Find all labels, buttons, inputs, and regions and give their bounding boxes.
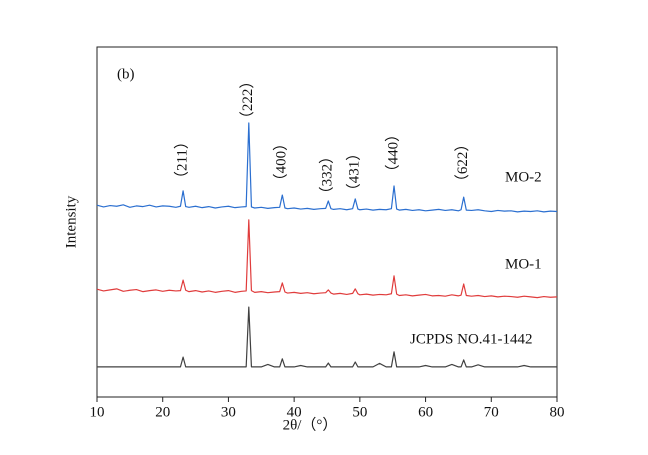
y-axis-label: Intensity <box>63 195 79 248</box>
x-tick-label: 10 <box>90 404 105 420</box>
peak-annotation: （431） <box>346 146 363 199</box>
series-label: JCPDS NO.41-1442 <box>410 331 533 347</box>
x-tick-label: 40 <box>287 404 302 420</box>
panel-label: (b) <box>117 66 135 82</box>
peak-annotation: （400） <box>273 136 290 189</box>
x-tick-label: 20 <box>155 404 170 420</box>
x-axis-label: 2θ/（°） <box>283 416 338 433</box>
peak-annotation: （211） <box>174 134 191 186</box>
series-label: MO-1 <box>505 256 542 272</box>
x-tick-label: 30 <box>221 404 236 420</box>
series-line <box>97 306 557 368</box>
peak-annotation: （332） <box>319 149 336 202</box>
series-line <box>96 122 558 213</box>
peak-annotation: （222） <box>239 74 256 127</box>
series-line <box>96 219 558 299</box>
series-label: MO-2 <box>505 169 542 185</box>
plot-frame <box>96 46 558 398</box>
x-tick-label: 80 <box>550 404 565 420</box>
peak-annotation: （440） <box>384 127 401 180</box>
x-tick-label: 70 <box>484 404 499 420</box>
peak-annotation: （622） <box>454 137 471 190</box>
x-tick-label: 50 <box>352 404 367 420</box>
x-tick-label: 60 <box>418 404 433 420</box>
